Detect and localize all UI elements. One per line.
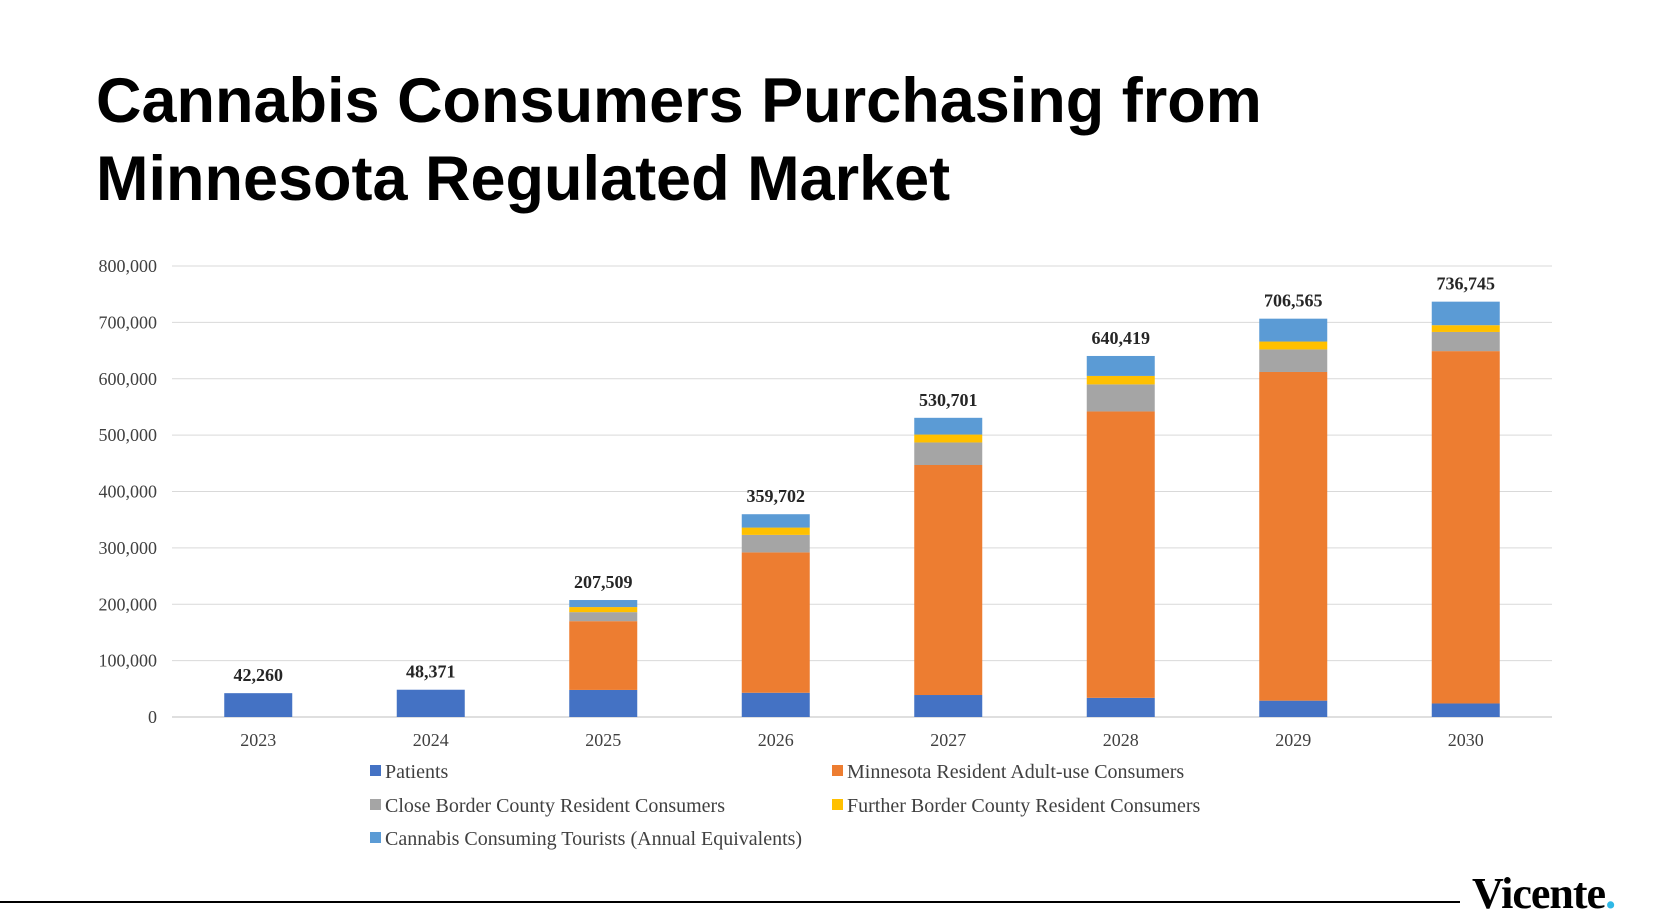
y-tick-label: 700,000 xyxy=(99,312,158,332)
total-data-label: 207,509 xyxy=(574,572,633,592)
y-tick-label: 100,000 xyxy=(99,651,158,671)
total-data-label: 736,745 xyxy=(1437,274,1496,294)
bar-segment xyxy=(569,607,638,613)
bar-segment xyxy=(569,621,638,690)
bar-segment xyxy=(1259,700,1328,717)
brand-dot: . xyxy=(1605,869,1616,918)
y-tick-label: 500,000 xyxy=(99,425,158,445)
total-data-label: 530,701 xyxy=(919,390,978,410)
bar-segment xyxy=(1431,325,1500,332)
bar-segment xyxy=(914,417,983,435)
legend-entry: Further Border County Resident Consumers xyxy=(847,795,1201,817)
legend-entry: Cannabis Consuming Tourists (Annual Equi… xyxy=(385,828,802,850)
bar-segment xyxy=(569,612,638,622)
legend-swatch xyxy=(370,765,381,776)
footer-divider xyxy=(0,901,1460,903)
bar-segment xyxy=(1431,331,1500,352)
bar-segment xyxy=(1259,318,1328,342)
bars xyxy=(224,301,1500,717)
x-tick-label: 2024 xyxy=(413,730,449,750)
legend-swatch xyxy=(370,832,381,843)
legend-swatch xyxy=(832,765,843,776)
total-data-label: 359,702 xyxy=(747,486,806,506)
bar-segment xyxy=(1431,301,1500,326)
bar-segment xyxy=(224,693,293,717)
gridlines xyxy=(172,265,1552,718)
bar-segment xyxy=(1086,355,1155,376)
x-tick-label: 2030 xyxy=(1448,730,1484,750)
legend-entry: Close Border County Resident Consumers xyxy=(385,795,725,817)
bar-segment xyxy=(741,527,810,535)
y-tick-label: 400,000 xyxy=(99,482,158,502)
bar-segment xyxy=(914,465,983,696)
y-tick-label: 600,000 xyxy=(99,369,158,389)
legend-swatch xyxy=(370,799,381,810)
bar-segment xyxy=(914,434,983,443)
bar-segment xyxy=(1431,703,1500,717)
legend-entry: Patients xyxy=(385,761,449,783)
bar-segment xyxy=(1086,375,1155,385)
total-data-label: 48,371 xyxy=(406,662,456,682)
x-tick-label: 2027 xyxy=(930,730,966,750)
x-tick-label: 2025 xyxy=(585,730,621,750)
bar-segment xyxy=(914,442,983,466)
total-data-label: 640,419 xyxy=(1092,328,1151,348)
x-tick-label: 2029 xyxy=(1275,730,1311,750)
legend: Patients Minnesota Resident Adult-use Con… xyxy=(370,761,1201,850)
x-tick-label: 2023 xyxy=(240,730,276,750)
x-tick-label: 2026 xyxy=(758,730,794,750)
brand-logo: Vicente. xyxy=(1472,868,1616,919)
page-title: Cannabis Consumers Purchasing from Minne… xyxy=(96,66,1262,214)
bar-segment xyxy=(1259,349,1328,372)
total-data-label: 706,565 xyxy=(1264,291,1323,311)
y-tick-label: 300,000 xyxy=(99,538,158,558)
bar-segment xyxy=(1086,384,1155,412)
bar-segment xyxy=(1086,411,1155,698)
bar-segment xyxy=(569,689,638,717)
total-data-label: 42,260 xyxy=(234,665,284,685)
bar-segment xyxy=(1086,697,1155,717)
x-tick-label: 2028 xyxy=(1103,730,1139,750)
bar-segment xyxy=(741,514,810,528)
bar-segment xyxy=(741,534,810,553)
bar-segment xyxy=(741,692,810,717)
brand-name: Vicente xyxy=(1472,869,1606,918)
x-axis-labels: 2023 2024 2025 2026 2027 2028 2029 2030 xyxy=(240,730,1484,750)
total-labels: 42,260 48,371 207,509 359,702 530,701 640,419… xyxy=(234,274,1496,686)
y-tick-label: 200,000 xyxy=(99,594,158,614)
y-tick-label: 800,000 xyxy=(99,256,158,276)
bar-segment xyxy=(569,600,638,608)
bar-segment xyxy=(741,552,810,693)
bar-segment xyxy=(1259,341,1328,350)
bar-segment xyxy=(914,695,983,717)
bar-segment xyxy=(396,689,465,717)
bar-segment xyxy=(1431,351,1500,704)
bar-segment xyxy=(1259,371,1328,701)
legend-entry: Minnesota Resident Adult-use Consumers xyxy=(847,761,1184,783)
y-tick-label: 0 xyxy=(148,707,157,727)
legend-swatch xyxy=(832,799,843,810)
y-axis-ticks: 0 100,000 200,000 300,000 400,000 500,000 600,… xyxy=(99,256,158,727)
